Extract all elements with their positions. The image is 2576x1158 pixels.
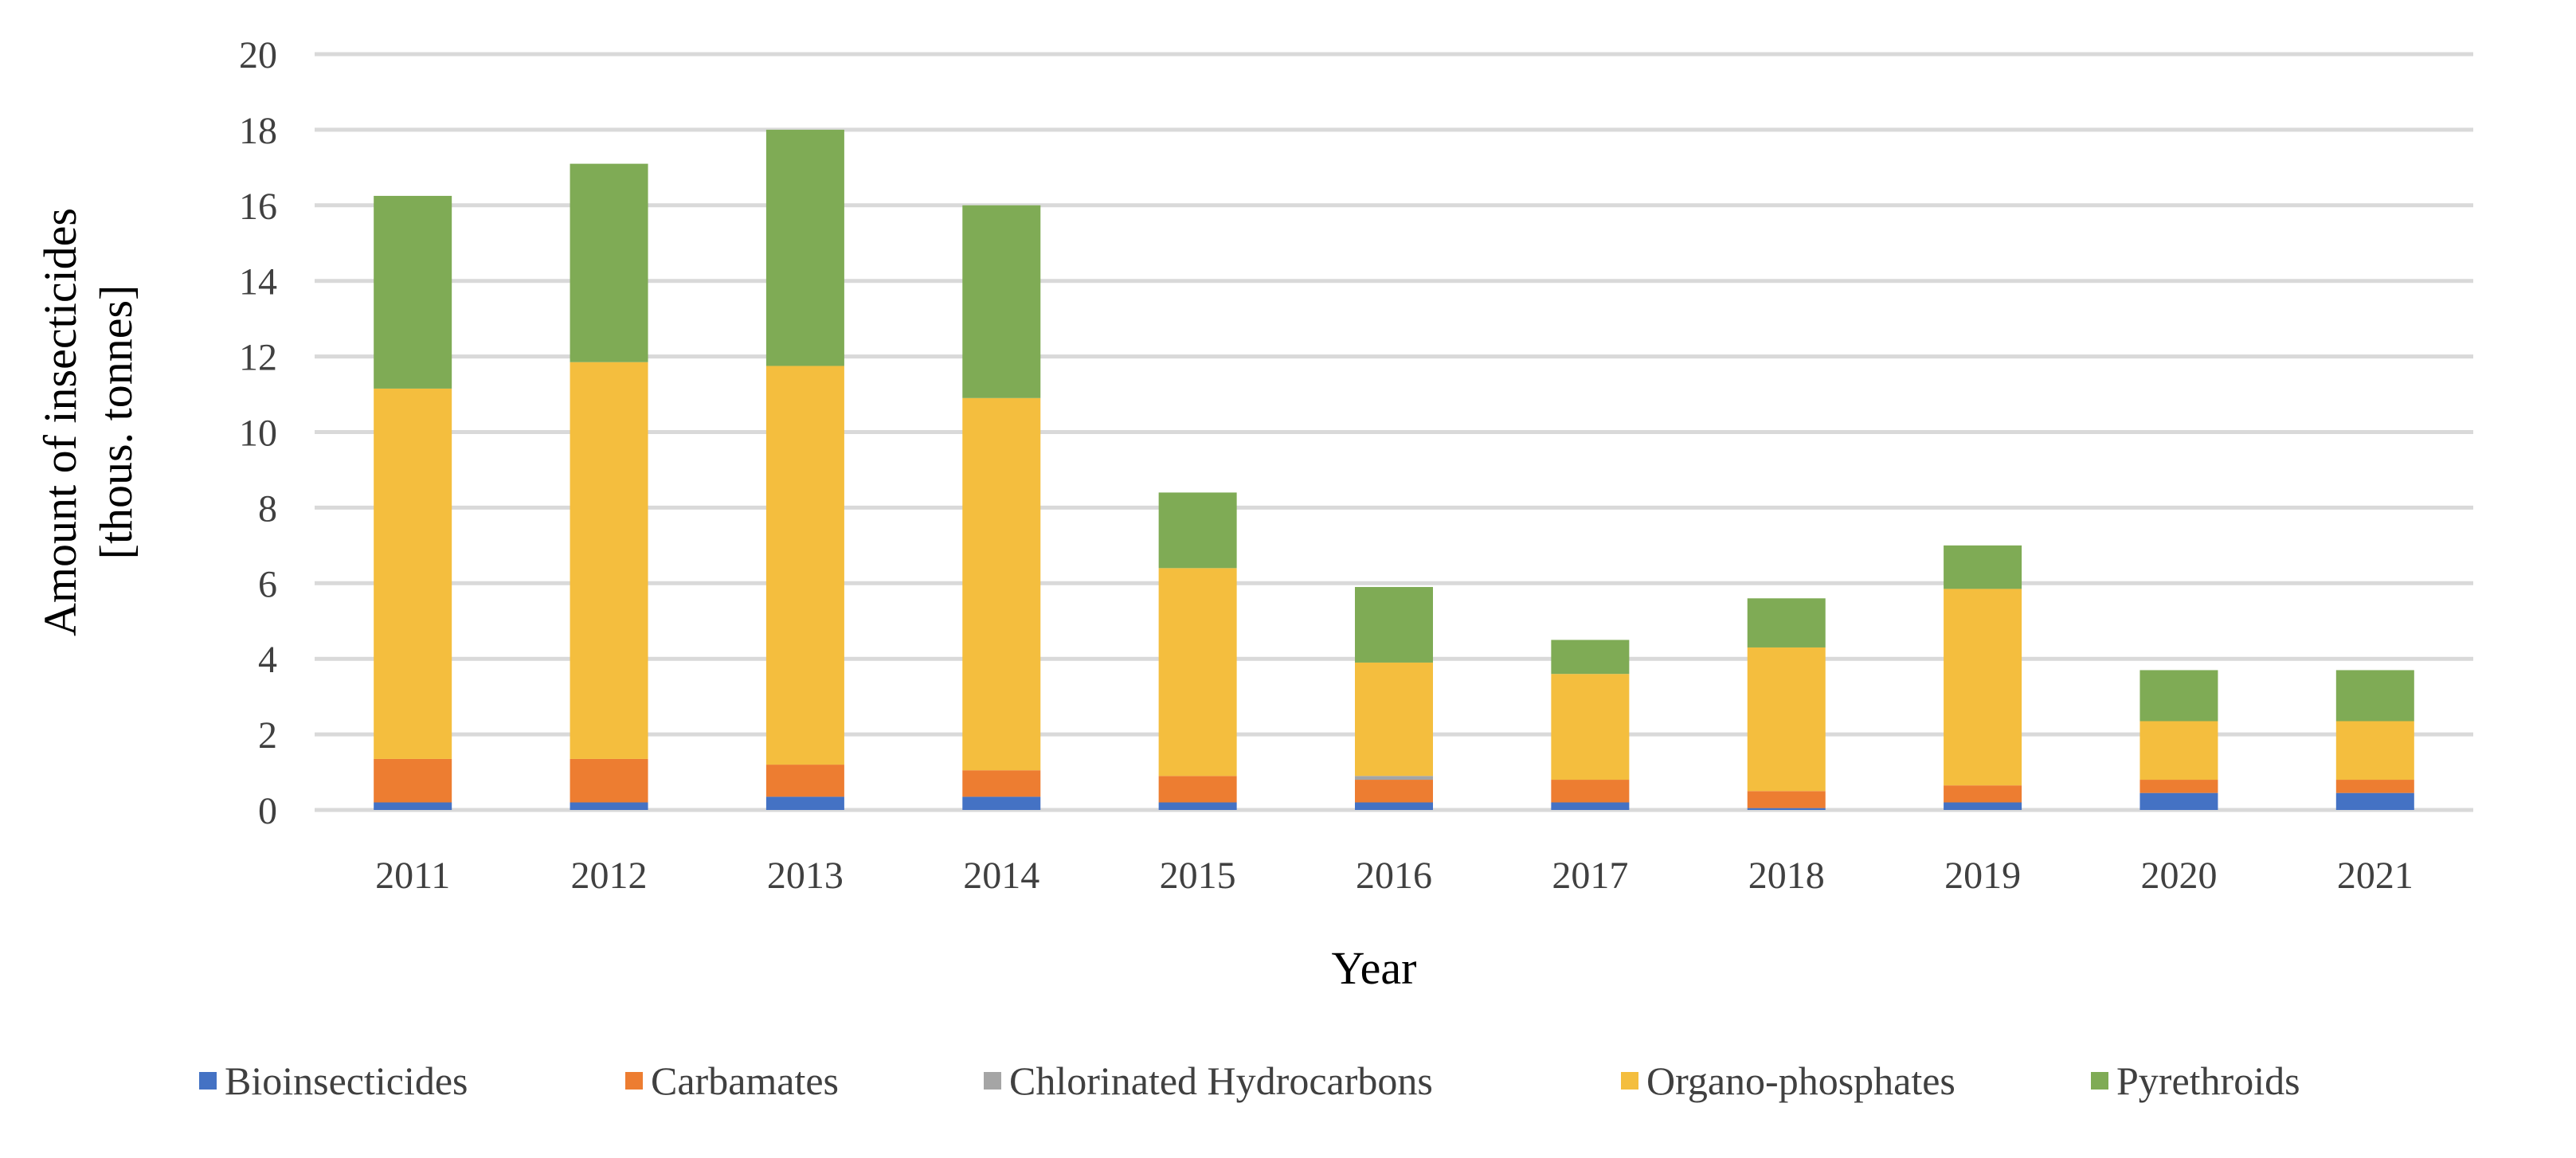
x-tick-label: 2017 [1552, 855, 1628, 897]
bar-segment [570, 758, 648, 803]
y-axis-title-line-1: Amount of insecticides [34, 208, 86, 636]
bars [374, 129, 2414, 810]
bar-segment [1355, 587, 1433, 663]
y-tick-label: 16 [239, 186, 277, 228]
legend-swatch [2091, 1072, 2108, 1090]
x-axis-title: Year [1332, 942, 1417, 994]
bar-segment [1944, 785, 2022, 803]
bar-segment [1747, 791, 1826, 808]
legend-label: Chlorinated Hydrocarbons [1009, 1058, 1433, 1103]
bar-segment [2139, 780, 2218, 793]
y-tick-label: 2 [258, 714, 277, 757]
bar-segment [1944, 545, 2022, 589]
x-tick-label: 2015 [1160, 855, 1236, 897]
bar-segment [765, 765, 844, 797]
x-tick-label: 2016 [1356, 855, 1432, 897]
bar-segment [1551, 674, 1630, 780]
bar-segment [2335, 780, 2414, 793]
bar-segment [765, 129, 844, 366]
legend-swatch [625, 1072, 643, 1090]
bar-segment [765, 366, 844, 765]
x-tick-label: 2019 [1944, 855, 2021, 897]
bar-segment [374, 758, 452, 803]
bar-segment [2335, 670, 2414, 722]
y-tick-label: 12 [239, 337, 277, 379]
x-tick-label: 2011 [375, 855, 450, 897]
bar-segment [1747, 598, 1826, 647]
bar-segment [2139, 792, 2218, 810]
bar-segment [2335, 721, 2414, 780]
bar-segment [374, 195, 452, 389]
x-tick-label: 2018 [1748, 855, 1825, 897]
y-tick-label: 4 [258, 639, 277, 681]
legend-swatch [1621, 1072, 1638, 1090]
legend-label: Carbamates [651, 1058, 839, 1103]
bar-segment [374, 388, 452, 759]
x-tick-label: 2020 [2140, 855, 2217, 897]
bar-segment [962, 770, 1041, 797]
bar-segment [2139, 721, 2218, 780]
bar-segment [1747, 647, 1826, 792]
x-tick-label: 2013 [767, 855, 844, 897]
bar-segment [570, 163, 648, 362]
bar-segment [962, 205, 1041, 398]
bar-segment [570, 802, 648, 810]
legend-label: Pyrethroids [2116, 1058, 2300, 1103]
y-tick-labels: 0 2 4 6 8 10 12 14 16 18 20 [239, 34, 277, 832]
bar-segment [1158, 492, 1237, 569]
y-tick-label: 10 [239, 413, 277, 455]
bar-segment [2335, 792, 2414, 810]
bar-segment [2139, 670, 2218, 722]
bar-segment [962, 397, 1041, 771]
bar-segment [1355, 662, 1433, 777]
y-tick-label: 14 [239, 261, 277, 303]
bar-segment [1551, 640, 1630, 675]
legend-label: Bioinsecticides [225, 1058, 468, 1103]
x-tick-labels: 2011 2012 2013 2014 2015 2016 2017 2018 2019 2020… [375, 855, 2414, 897]
legend-label: Organo-phosphates [1646, 1058, 1955, 1103]
y-axis-title-line-2: [thous. tonnes] [90, 285, 142, 560]
y-tick-label: 18 [239, 110, 277, 152]
bar-segment [765, 796, 844, 810]
bar-segment [1158, 802, 1237, 810]
x-tick-label: 2021 [2337, 855, 2414, 897]
y-tick-label: 20 [239, 34, 277, 76]
bar-segment [1944, 802, 2022, 810]
bar-segment [962, 796, 1041, 810]
y-tick-label: 0 [258, 790, 277, 832]
gridlines [315, 52, 2473, 812]
bar-segment [1551, 780, 1630, 803]
bar-segment [1355, 802, 1433, 810]
bar-segment [1158, 776, 1237, 803]
legend-swatch [984, 1072, 1001, 1090]
bar-segment [1355, 780, 1433, 803]
y-tick-label: 8 [258, 487, 277, 530]
bar-segment [1551, 802, 1630, 810]
x-tick-label: 2012 [571, 855, 648, 897]
bar-segment [1944, 589, 2022, 786]
legend-swatch [199, 1072, 217, 1090]
y-tick-label: 6 [258, 563, 277, 605]
legend: Bioinsecticides Carbamates Chlorinated Hyd… [199, 1058, 2300, 1103]
bar-segment [1158, 568, 1237, 777]
bar-segment [570, 362, 648, 759]
bar-segment [374, 802, 452, 810]
x-tick-label: 2014 [963, 855, 1039, 897]
bar-segment [1747, 808, 1826, 810]
bar-segment [1355, 776, 1433, 780]
